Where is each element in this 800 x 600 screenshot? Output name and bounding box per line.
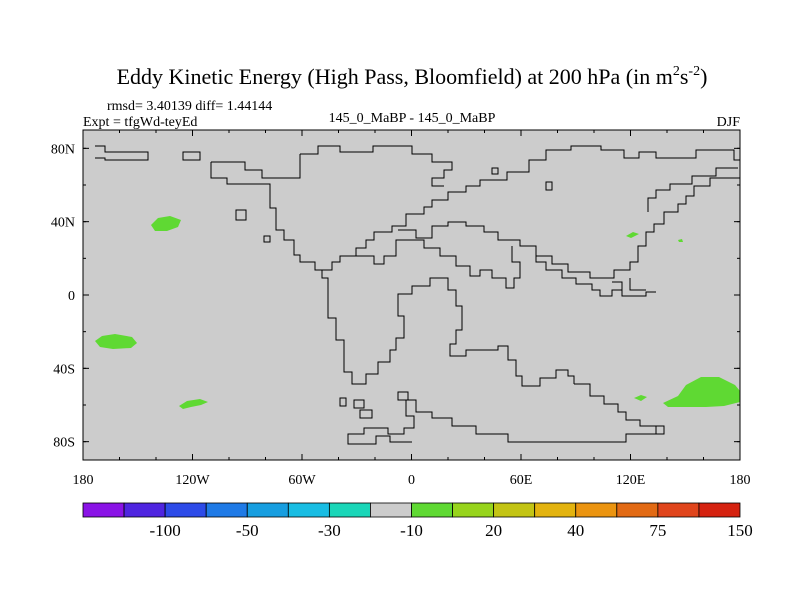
anomaly-region: [678, 239, 683, 242]
y-tick-label: 80S: [53, 436, 75, 451]
coastline: [397, 391, 409, 401]
y-axis: 80N 40N 0 40S 80S: [51, 142, 740, 451]
colorbar-swatch: [534, 502, 577, 518]
center-subtitle: 145_0_MaBP - 145_0_MaBP: [329, 111, 496, 126]
x-tick-label: 120E: [616, 473, 646, 488]
colorbar-swatch: [616, 502, 659, 518]
map-background: [83, 130, 740, 460]
colorbar-label: 40: [567, 521, 584, 540]
colorbar-swatch: [164, 502, 207, 518]
colorbar-label: 20: [485, 521, 502, 540]
x-tick-label: 60E: [510, 473, 533, 488]
stats-text: rmsd= 3.40139 diff= 1.44144: [107, 99, 272, 114]
chart-title-unit-base: s: [680, 64, 689, 89]
coastline: [300, 145, 453, 187]
coastlines: [95, 145, 741, 445]
anomaly-region: [663, 377, 740, 407]
coastline: [235, 209, 247, 221]
coastline: [491, 167, 499, 175]
colorbar-label: -30: [318, 521, 341, 540]
x-tick-label: 120W: [175, 473, 210, 488]
colorbar-swatch: [698, 502, 741, 518]
y-tick-label: 0: [68, 289, 75, 304]
y-tick-label: 40S: [53, 362, 75, 377]
anomaly-region: [626, 232, 639, 238]
coastline: [211, 154, 301, 179]
colorbar-swatch: [575, 502, 618, 518]
anomaly-region: [95, 334, 137, 349]
anomaly-regions: [95, 216, 740, 409]
colorbar-swatch: [246, 502, 289, 518]
colorbar-swatch: [82, 502, 125, 518]
coastline: [398, 160, 741, 279]
coastline: [263, 235, 271, 243]
colorbar-swatch: [657, 502, 700, 518]
x-tick-label: 60W: [288, 473, 316, 488]
anomaly-region: [179, 399, 208, 409]
colorbar-swatch: [370, 502, 412, 518]
colorbar-swatch: [493, 502, 536, 518]
coastline: [182, 151, 201, 161]
chart-title: Eddy Kinetic Energy (High Pass, Bloomfie…: [117, 64, 708, 89]
colorbar-label: -100: [150, 521, 181, 540]
colorbar-swatch: [452, 502, 495, 518]
colorbar-label: -10: [400, 521, 423, 540]
colorbar-swatch: [287, 502, 330, 518]
coastline: [353, 399, 365, 409]
coastline: [535, 256, 656, 297]
chart-title-sup1: 2: [673, 64, 680, 79]
coastline: [95, 145, 149, 161]
coastline: [612, 281, 623, 290]
coastline: [210, 145, 740, 271]
y-tick-label: 40N: [51, 216, 75, 231]
y-tick-label: 80N: [51, 142, 75, 157]
coastline: [339, 397, 347, 407]
coastline: [347, 383, 657, 445]
coastline: [545, 181, 553, 191]
chart-title-close: ): [700, 64, 707, 89]
season-label: DJF: [717, 115, 741, 130]
coastline: [356, 239, 521, 289]
colorbar-swatch: [123, 502, 166, 518]
anomaly-region: [634, 395, 647, 401]
x-tick-label: 180: [73, 473, 94, 488]
colorbar-swatch: [411, 502, 453, 518]
coastline: [359, 409, 373, 419]
coastline: [315, 269, 575, 387]
colorbar-swatch: [205, 502, 248, 518]
x-axis: 180 120W 60W 0 60E 120E 180: [73, 130, 751, 488]
x-tick-label: 0: [408, 473, 415, 488]
coastline: [629, 278, 646, 291]
coastline: [656, 425, 665, 435]
expt-text: Expt = tfgWd-teyEd: [83, 115, 197, 130]
colorbar-swatch: [328, 502, 371, 518]
chart-title-sup2: -2: [688, 64, 700, 79]
colorbar-label: -50: [236, 521, 259, 540]
colorbar-label: 150: [727, 521, 753, 540]
colorbar: -100 -50 -30 -10 20 40 75 150: [82, 502, 753, 540]
x-tick-label: 180: [730, 473, 751, 488]
colorbar-label: 75: [649, 521, 666, 540]
chart-title-main: Eddy Kinetic Energy (High Pass, Bloomfie…: [117, 64, 673, 89]
coastline: [647, 167, 738, 212]
anomaly-region: [151, 216, 181, 231]
